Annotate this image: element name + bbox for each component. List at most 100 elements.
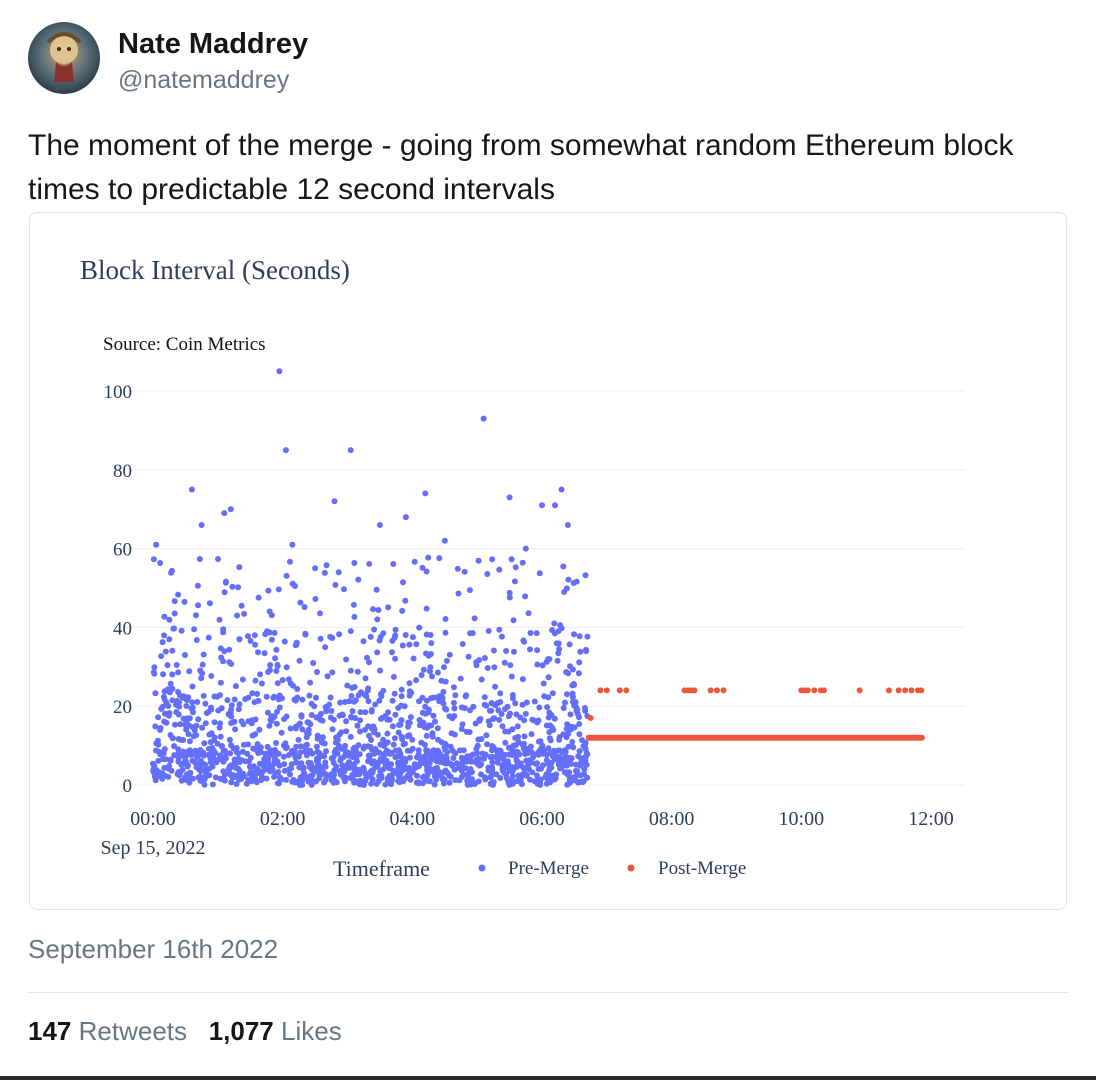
data-point (245, 718, 252, 725)
data-point (464, 777, 471, 784)
data-point (207, 739, 214, 746)
data-point (420, 666, 427, 673)
data-point (423, 732, 430, 739)
data-point (314, 714, 321, 721)
chart-card[interactable]: Block Interval (Seconds) Source: Coin Me… (29, 212, 1067, 910)
data-point (537, 765, 544, 772)
data-point (508, 556, 515, 563)
data-point (303, 734, 310, 741)
data-point (232, 683, 239, 690)
data-point (545, 745, 552, 752)
legend-post-merge[interactable]: Post-Merge (658, 858, 746, 879)
data-point (551, 715, 558, 722)
retweets-count[interactable]: 147 (28, 1016, 72, 1046)
data-point (458, 726, 465, 732)
data-point (463, 728, 470, 735)
data-point (158, 653, 165, 660)
y-tick-label: 100 (104, 382, 133, 403)
data-point (235, 706, 242, 713)
data-point (347, 667, 354, 674)
data-point (368, 780, 375, 787)
data-point (297, 774, 304, 781)
data-point (441, 537, 448, 544)
data-point (228, 661, 235, 667)
data-point (332, 581, 339, 588)
data-point (376, 522, 383, 528)
data-point (512, 700, 519, 707)
post-merge-points (585, 687, 925, 741)
data-point (567, 711, 574, 718)
data-point (205, 745, 212, 752)
data-point (276, 704, 283, 711)
data-point (489, 759, 496, 766)
data-point (549, 690, 556, 697)
data-point (257, 744, 264, 751)
data-point (369, 767, 376, 774)
data-point (398, 693, 405, 700)
data-point (378, 775, 385, 782)
data-point (219, 776, 225, 783)
data-point (186, 738, 193, 745)
data-point (392, 655, 399, 662)
likes-count[interactable]: 1,077 (208, 1016, 274, 1046)
data-point (409, 634, 416, 641)
data-point (895, 687, 902, 694)
data-point (443, 657, 450, 664)
data-point (285, 676, 292, 683)
data-point (232, 726, 239, 733)
data-point (199, 724, 206, 731)
scatter-chart: Block Interval (Seconds) Source: Coin Me… (80, 255, 965, 881)
data-point (484, 741, 491, 748)
data-point (471, 615, 478, 622)
data-point (229, 583, 236, 590)
data-point (581, 705, 588, 711)
data-point (521, 638, 528, 645)
data-point (506, 589, 513, 596)
data-point (459, 641, 466, 647)
data-point (221, 648, 228, 655)
data-point (472, 780, 479, 787)
chart-subtitle: Source: Coin Metrics (103, 334, 266, 355)
avatar[interactable] (28, 22, 100, 94)
data-point (230, 719, 237, 726)
legend-marker-pre-merge[interactable] (478, 864, 486, 872)
display-name[interactable]: Nate Maddrey (118, 28, 309, 60)
data-point (190, 709, 196, 716)
data-point (539, 662, 546, 669)
data-point (354, 668, 361, 675)
user-handle[interactable]: @natemaddrey (118, 66, 290, 94)
x-tick-label: 00:00 (130, 808, 176, 830)
legend-pre-merge[interactable]: Pre-Merge (508, 858, 589, 879)
data-point (390, 561, 397, 567)
data-point (343, 656, 350, 663)
retweets-label[interactable]: Retweets (78, 1016, 188, 1046)
data-point (422, 490, 429, 497)
data-point (261, 650, 268, 657)
tweet-date[interactable]: September 16th 2022 (28, 934, 279, 964)
data-point (454, 565, 461, 572)
data-point (167, 680, 174, 687)
data-point (329, 669, 336, 676)
data-point (342, 742, 349, 749)
y-tick-label: 40 (113, 618, 132, 639)
data-point (413, 641, 420, 648)
data-point (407, 714, 414, 721)
legend-marker-post-merge[interactable] (627, 864, 635, 872)
data-point (249, 690, 256, 697)
data-point (264, 709, 271, 716)
data-point (437, 750, 444, 757)
data-point (534, 661, 541, 668)
data-point (295, 736, 302, 743)
data-point (398, 686, 405, 693)
data-point (425, 709, 432, 716)
data-point (431, 781, 438, 788)
data-point (171, 598, 178, 605)
data-point (273, 646, 280, 653)
data-point (536, 704, 543, 711)
data-point (275, 769, 282, 775)
data-point (317, 753, 324, 760)
data-point (159, 639, 166, 646)
data-point (389, 649, 395, 656)
likes-label[interactable]: Likes (281, 1016, 342, 1046)
data-point (172, 721, 178, 728)
